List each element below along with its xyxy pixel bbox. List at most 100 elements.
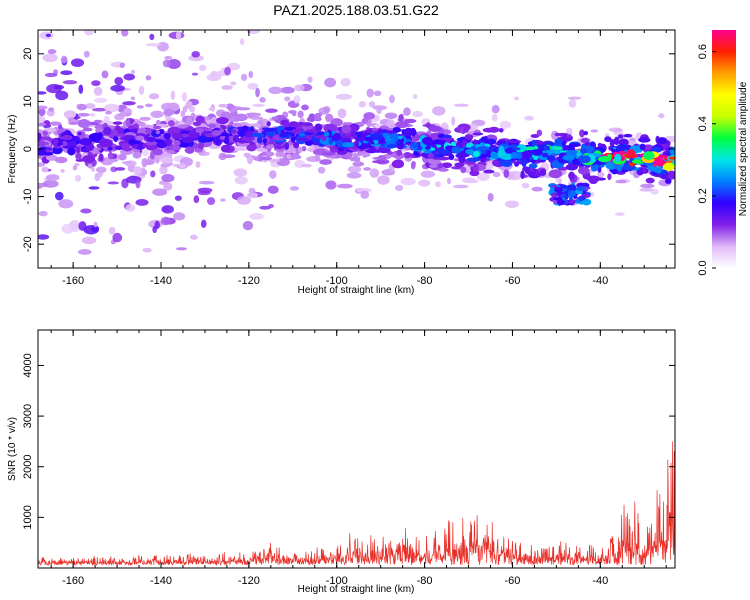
heat-ridge-cell [369, 132, 384, 141]
heat-ridge-cell [579, 129, 585, 138]
heat-ridge-cell [121, 161, 133, 165]
heat-ridge-cell [115, 133, 127, 137]
heat-noise-cell [164, 55, 173, 60]
heat-ridge-cell [145, 143, 158, 151]
colorbar-ticks: 0.0 0.2 0.4 0.6 [697, 44, 716, 276]
heat-ridge-cell [77, 112, 90, 117]
heat-ridge-cell [396, 143, 405, 150]
heat-ridge-cell [604, 136, 612, 143]
heat-noise-cell [198, 64, 207, 71]
heat-ridge-cell [279, 133, 289, 138]
heat-ridge-cell [297, 123, 302, 128]
heat-noise-cell [112, 232, 123, 243]
heat-ridge-cell [391, 159, 405, 169]
heat-ridge-cell [99, 138, 113, 148]
colorbar-label: Normalized spectral amplitude [738, 81, 749, 216]
heat-noise-cell [83, 283, 88, 286]
heat-noise-cell [394, 184, 404, 191]
y-tick-label: 3000 [22, 404, 34, 428]
snr-background [38, 330, 675, 568]
heat-ridge-cell [511, 147, 521, 151]
heat-noise-cell [513, 96, 520, 101]
heat-feature-cell [578, 196, 584, 202]
heat-ridge-cell [546, 154, 556, 162]
colorbar-tick-label: 0.4 [697, 116, 709, 131]
heat-ridge-cell [171, 132, 183, 139]
heat-ridge-cell [617, 134, 624, 139]
heat-ridge-cell [397, 135, 404, 140]
heat-ridge-cell [219, 117, 228, 123]
heat-ridge-cell [132, 151, 142, 159]
heat-ridge-cell [668, 156, 675, 160]
heat-ridge-cell [319, 159, 332, 165]
y-tick-label: 4000 [22, 353, 34, 377]
y-tick-label: 20 [22, 48, 34, 60]
heat-ridge-cell [84, 103, 96, 109]
heat-ridge-cell [77, 131, 82, 136]
heat-noise-cell [138, 85, 145, 95]
x-tick-label: -40 [592, 575, 608, 587]
heat-ridge-cell [160, 156, 174, 164]
heat-noise-cell [360, 190, 370, 199]
heat-ridge-cell [221, 154, 236, 159]
heat-ridge-cell [666, 170, 675, 180]
heat-noise-cell [108, 226, 116, 235]
heat-noise-cell [476, 172, 490, 182]
heat-ridge-cell [293, 141, 300, 149]
heat-feature-cell [554, 186, 563, 193]
heat-ridge-cell [251, 116, 260, 120]
heat-noise-cell [435, 181, 441, 188]
heat-noise-cell [154, 220, 160, 230]
heat-feature-cell [576, 185, 587, 192]
heat-ridge-cell [354, 139, 360, 148]
heat-noise-cell [159, 6, 165, 15]
heat-noise-cell [294, 84, 305, 92]
heat-noise-cell [70, 58, 85, 68]
heat-noise-cell [42, 53, 58, 63]
heat-ridge-cell [150, 110, 164, 119]
heat-ridge-cell [531, 139, 537, 147]
heat-ridge-cell [173, 140, 181, 146]
heat-ridge-cell [95, 128, 104, 133]
heat-ridge-cell [298, 132, 306, 137]
heat-ridge-cell [391, 132, 399, 142]
heat-noise-cell [148, 93, 160, 100]
heat-ridge-cell [363, 112, 376, 120]
heat-ridge-cell [67, 147, 76, 156]
heat-noise-cell [42, 180, 59, 188]
heat-noise-cell [110, 84, 126, 92]
heat-noise-cell [650, 188, 659, 195]
heat-noise-cell [605, 133, 610, 138]
heat-ridge-cell [314, 154, 320, 162]
heat-ridge-cell [442, 134, 452, 139]
heat-ridge-cell [425, 122, 431, 129]
heat-ridge-cell [664, 178, 672, 184]
heat-feature-cell [556, 200, 566, 205]
heat-noise-cell [252, 103, 265, 108]
heat-ridge-cell [125, 117, 131, 127]
heat-ridge-cell [136, 105, 144, 109]
heat-ridge-cell [292, 112, 297, 117]
heat-ridge-cell [325, 113, 334, 122]
heat-noise-cell [317, 166, 326, 174]
heat-noise-cell [376, 108, 382, 114]
heat-ridge-cell [88, 132, 103, 142]
heat-noise-cell [91, 80, 101, 87]
heat-ridge-cell [530, 133, 540, 139]
heat-noise-cell [301, 104, 309, 111]
heat-ridge-cell [528, 163, 538, 169]
heat-ridge-cell [503, 169, 510, 178]
x-tick-label: -100 [326, 575, 348, 587]
heat-ridge-cell [68, 121, 80, 125]
heat-ridge-cell [410, 141, 419, 149]
heat-ridge-cell [152, 148, 163, 156]
heat-ridge-cell [75, 146, 81, 154]
heat-ridge-cell [195, 128, 205, 133]
y-tick-label: 0 [22, 146, 34, 152]
heat-noise-cell [269, 170, 277, 179]
heat-feature-cell [566, 184, 577, 191]
heat-ridge-cell [145, 128, 153, 135]
heat-noise-cell [340, 77, 351, 87]
heat-noise-cell [38, 91, 47, 95]
heat-noise-cell [47, 49, 57, 55]
